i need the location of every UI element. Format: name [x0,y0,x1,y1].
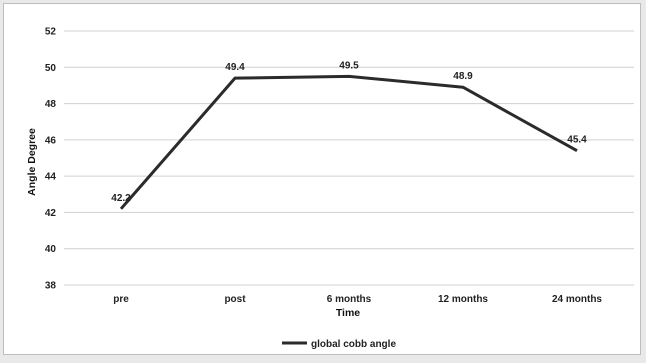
series-global-cobb-angle [119,74,578,210]
y-tick-label: 42 [45,208,57,219]
y-tick-label: 38 [45,281,57,292]
y-tick-label: 46 [45,135,57,146]
y-axis-title: Angle Degree [26,128,38,196]
y-tick-label: 44 [45,172,57,183]
y-tick-label: 40 [45,244,57,255]
legend-label: global cobb angle [311,339,396,350]
x-tick-labels: pre post 6 months 12 months 24 months [113,294,602,305]
data-label: 49.5 [339,60,359,71]
data-label: 48.9 [453,71,473,82]
x-tick-label: post [224,294,246,305]
data-labels: 42.2 49.4 49.5 48.9 45.4 [111,60,587,203]
x-tick-label: pre [113,294,129,305]
chart-frame: 38 40 42 44 46 48 50 52 pre post 6 months 12 month… [3,3,641,355]
data-label: 42.2 [111,193,131,204]
data-label: 45.4 [567,135,587,146]
y-tick-labels: 38 40 42 44 46 48 50 52 [45,27,57,292]
x-tick-label: 12 months [438,294,488,305]
y-tick-label: 52 [45,27,57,38]
x-tick-label: 6 months [327,294,372,305]
legend: global cobb angle [282,339,396,350]
series-line [119,74,578,210]
line-chart: 38 40 42 44 46 48 50 52 pre post 6 months 12 month… [26,27,634,350]
data-label: 49.4 [225,62,245,73]
x-tick-label: 24 months [552,294,602,305]
y-tick-label: 48 [45,99,57,110]
x-axis-title: Time [336,307,360,319]
gridlines [64,30,634,286]
y-tick-label: 50 [45,63,57,74]
